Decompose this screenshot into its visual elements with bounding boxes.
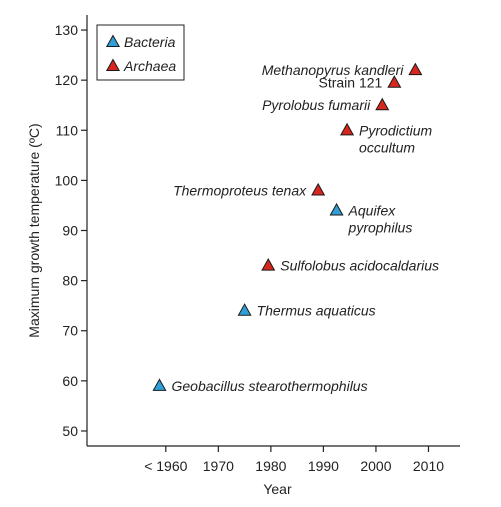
data-point-marker xyxy=(408,62,423,76)
y-tick-label: 60 xyxy=(62,373,78,389)
y-tick-label: 110 xyxy=(56,122,79,138)
legend-marker xyxy=(105,34,121,48)
x-tick-label: < 1960 xyxy=(144,458,187,474)
data-point-label: Pyrolobus fumarii xyxy=(262,97,371,113)
y-axis-title: Maximum growth temperature (ºC) xyxy=(26,123,42,337)
x-tick-label: 1990 xyxy=(308,458,339,474)
x-tick-label: 2010 xyxy=(413,458,444,474)
x-axis-title: Year xyxy=(263,481,292,497)
data-point-marker xyxy=(261,258,276,271)
x-tick-label: 1980 xyxy=(255,458,286,474)
data-point-label: Pyrodictium occultum xyxy=(359,122,432,155)
data-point-label: Strain 121 xyxy=(319,75,383,91)
x-tick-label: 2000 xyxy=(360,458,391,474)
data-point-marker xyxy=(237,303,252,316)
data-point-marker xyxy=(311,182,326,196)
y-tick-label: 130 xyxy=(55,22,79,38)
y-tick-label: 100 xyxy=(55,172,79,188)
data-point-marker xyxy=(329,202,344,216)
data-point-label: Aquifex pyrophilus xyxy=(348,202,413,235)
x-tick-label: 1970 xyxy=(203,458,234,474)
data-point-label: Thermoproteus tenax xyxy=(173,182,307,198)
data-point-label: Methanopyrus kandleri xyxy=(262,62,405,78)
legend: Bacteria Archaea xyxy=(96,24,185,81)
data-point-label: Sulfolobus acidocaldarius xyxy=(280,258,439,274)
legend-label: Archaea xyxy=(123,58,176,74)
x-axis-ticks: < 1960 1970 1980 1990 2000 2010 xyxy=(144,446,444,474)
data-point-marker xyxy=(387,75,402,88)
data-point-marker xyxy=(152,378,167,391)
data-points: Geobacillus stearothermophilus Thermus aq… xyxy=(152,62,439,394)
y-tick-label: 90 xyxy=(62,223,78,239)
y-tick-label: 80 xyxy=(62,273,78,289)
data-point-label: Thermus aquaticus xyxy=(257,303,376,319)
data-point-marker xyxy=(340,122,355,136)
y-tick-label: 70 xyxy=(62,323,78,339)
y-tick-label: 120 xyxy=(55,72,79,88)
data-point-marker xyxy=(375,97,390,111)
y-axis-ticks: 50 60 70 80 90 100 110 120 130 xyxy=(55,22,87,439)
data-point-label: Geobacillus stearothermophilus xyxy=(171,378,367,394)
legend-label: Bacteria xyxy=(124,34,176,50)
legend-marker xyxy=(105,58,121,72)
y-tick-label: 50 xyxy=(62,423,78,439)
